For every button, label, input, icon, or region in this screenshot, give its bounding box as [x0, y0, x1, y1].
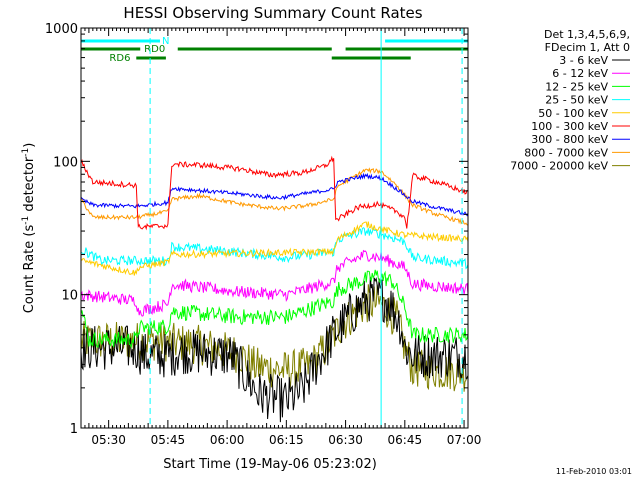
x-tick-label: 06:45 — [388, 433, 423, 447]
y-tick-label: 1000 — [45, 22, 78, 37]
legend-label: 300 - 800 keV — [531, 133, 608, 146]
night-label: N — [162, 36, 169, 47]
footer-date: 11-Feb-2010 03:01 — [556, 467, 632, 476]
series-line-0 — [80, 276, 469, 423]
vertical-markers — [80, 28, 463, 428]
series-line-4 — [80, 221, 469, 276]
x-tick-label: 06:00 — [210, 433, 245, 447]
rd0-label: RD0 — [144, 44, 165, 55]
x-tick-label: 06:15 — [269, 433, 304, 447]
legend-label: 100 - 300 keV — [531, 120, 608, 133]
y-axis-label: Count Rate (s-1 detector-1) — [21, 143, 37, 314]
legend-label: 25 - 50 keV — [545, 94, 608, 107]
series-line-2 — [80, 269, 469, 349]
y-tick-label: 1 — [70, 422, 78, 437]
y-tick-label: 100 — [53, 155, 78, 170]
series-line-6 — [80, 172, 469, 217]
legend-label: 7000 - 20000 keV — [510, 160, 608, 173]
legend-header: FDecim 1, Att 0 — [545, 41, 630, 54]
chart-title: HESSI Observing Summary Count Rates — [123, 4, 422, 22]
legend: Det 1,3,4,5,6,9,FDecim 1, Att 03 - 6 keV… — [510, 28, 630, 173]
series-line-8 — [80, 284, 469, 392]
legend-label: 50 - 100 keV — [538, 107, 608, 120]
x-tick-label: 06:30 — [328, 433, 363, 447]
legend-label: 800 - 7000 keV — [524, 146, 608, 159]
rd6-label: RD6 — [109, 53, 130, 64]
legend-label: 12 - 25 keV — [545, 80, 608, 93]
series-lines — [80, 155, 469, 423]
x-tick-label: 05:30 — [91, 433, 126, 447]
legend-label: 6 - 12 keV — [552, 67, 608, 80]
series-line-3 — [80, 226, 469, 270]
legend-header: Det 1,3,4,5,6,9, — [544, 28, 630, 41]
legend-label: 3 - 6 keV — [559, 54, 608, 67]
series-line-5 — [80, 155, 469, 231]
x-tick-label: 05:45 — [151, 433, 186, 447]
x-tick-label: 07:00 — [447, 433, 482, 447]
x-axis-label: Start Time (19-May-06 05:23:02) — [163, 457, 377, 472]
series-line-1 — [80, 249, 469, 317]
y-axis: 1 10 100 1000 — [45, 22, 468, 437]
y-tick-label: 10 — [61, 289, 78, 304]
x-axis: 05:30 05:45 06:00 06:15 06:30 06:45 07:00 — [80, 28, 482, 447]
